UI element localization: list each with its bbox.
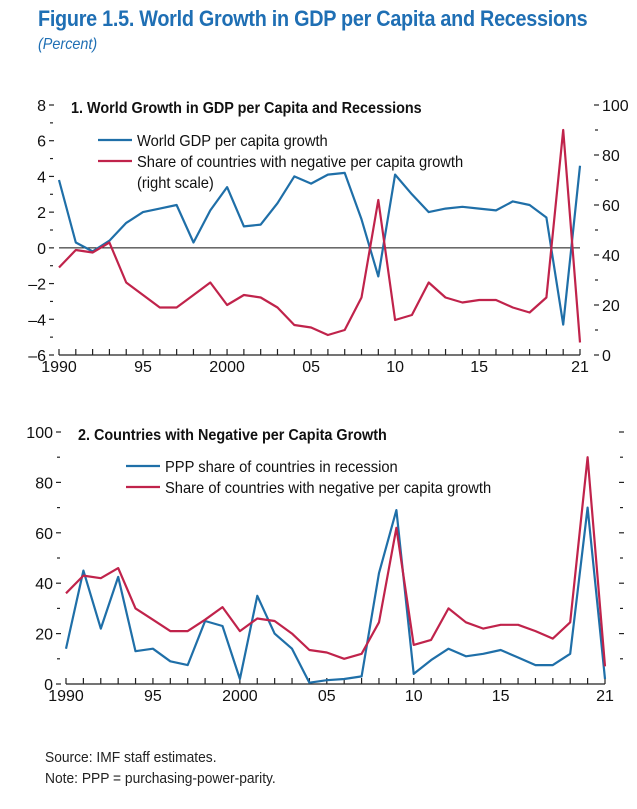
- series-red-line: [65, 456, 607, 667]
- y-right-tick-label: 60: [602, 198, 620, 215]
- x-tick-label: 15: [470, 359, 488, 376]
- y-left-tick-label: 0: [44, 677, 53, 694]
- legend-label-red: Share of countries with negative per cap…: [165, 479, 491, 497]
- x-tick-label: 05: [318, 688, 336, 705]
- y-right-tick-label: 20: [602, 298, 620, 315]
- source-note: Source: IMF staff estimates.: [45, 749, 217, 766]
- legend-label-red: Share of countries with negative per cap…: [137, 153, 463, 171]
- legend-label-red-line2: (right scale): [137, 174, 214, 192]
- panel-2-title: 2. Countries with Negative per Capita Gr…: [78, 427, 387, 445]
- figure-subtitle: (Percent): [38, 36, 98, 53]
- x-tick-label: 21: [571, 359, 589, 376]
- x-tick-label: 2000: [222, 688, 258, 705]
- x-tick-label: 21: [596, 688, 614, 705]
- x-tick-label: 10: [386, 359, 404, 376]
- y-right-tick-label: 40: [602, 248, 620, 265]
- legend-label-blue: PPP share of countries in recession: [165, 458, 398, 476]
- x-tick-label: 95: [134, 359, 152, 376]
- ppp-note: Note: PPP = purchasing-power-parity.: [45, 770, 276, 787]
- y-right-tick-label: 100: [602, 98, 629, 115]
- y-left-tick-label: 80: [35, 475, 53, 492]
- y-left-tick-label: 0: [37, 241, 46, 258]
- footer: Source: IMF staff estimates. Note: PPP =…: [45, 747, 276, 789]
- x-tick-label: 10: [405, 688, 423, 705]
- y-left-tick-label: –2: [28, 277, 46, 294]
- series-blue-line: [57, 165, 582, 326]
- series-red-line: [58, 128, 582, 343]
- x-tick-label: 05: [302, 359, 320, 376]
- y-left-tick-label: 40: [35, 576, 53, 593]
- y-left-tick-label: 60: [35, 526, 53, 543]
- x-tick-label: 2000: [209, 359, 245, 376]
- x-tick-label: 1990: [41, 359, 77, 376]
- x-tick-label: 1990: [48, 688, 84, 705]
- x-tick-label: 15: [492, 688, 510, 705]
- y-left-tick-label: 4: [37, 169, 46, 186]
- y-left-tick-label: –4: [28, 312, 46, 329]
- y-left-tick-label: 100: [26, 425, 53, 442]
- legend-label-blue: World GDP per capita growth: [137, 132, 328, 150]
- y-left-tick-label: 8: [37, 98, 46, 115]
- panel-1-title: 1. World Growth in GDP per Capita and Re…: [71, 100, 422, 118]
- y-right-tick-label: 0: [602, 348, 611, 365]
- figure-title: Figure 1.5. World Growth in GDP per Capi…: [38, 6, 588, 31]
- series-blue-line: [64, 506, 607, 684]
- y-left-tick-label: –6: [28, 348, 46, 365]
- y-left-tick-label: 2: [37, 205, 46, 222]
- y-left-tick-label: 20: [35, 627, 53, 644]
- y-right-tick-label: 80: [602, 148, 620, 165]
- y-left-tick-label: 6: [37, 134, 46, 151]
- x-tick-label: 95: [144, 688, 162, 705]
